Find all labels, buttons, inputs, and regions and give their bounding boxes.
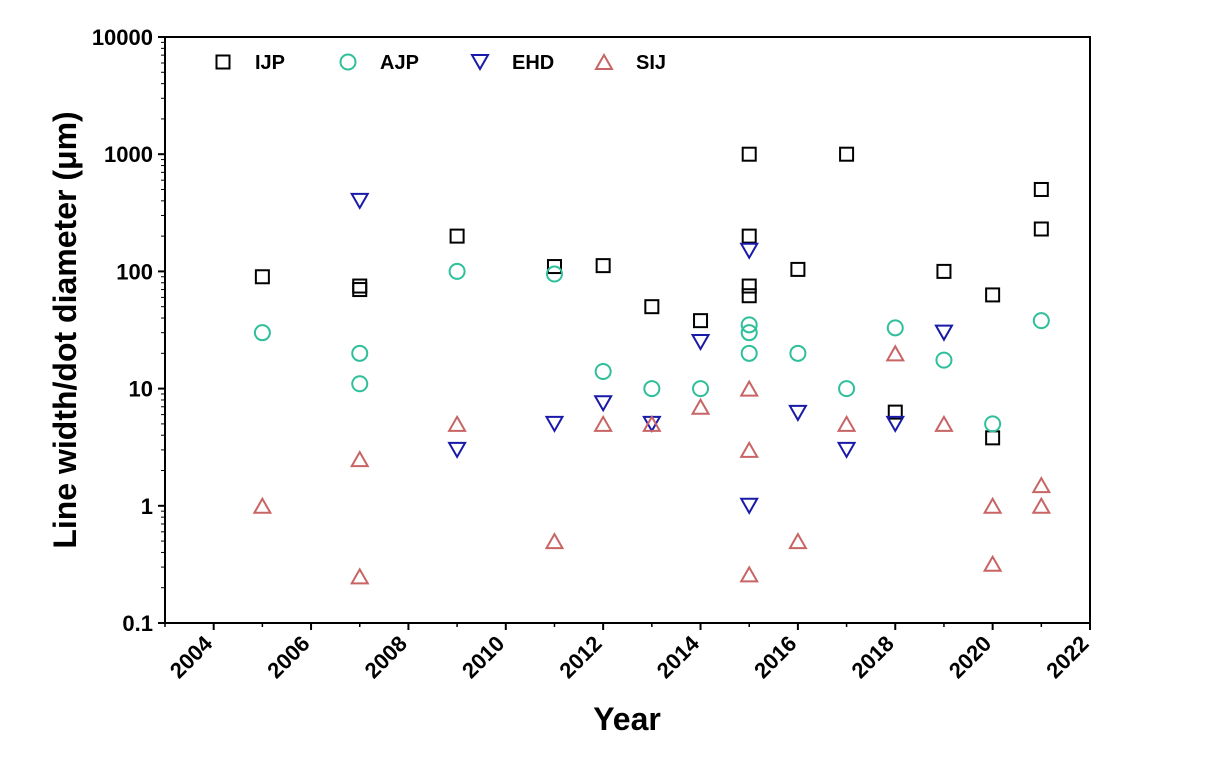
data-point-sij xyxy=(350,567,370,585)
data-point-ajp xyxy=(594,362,612,380)
data-point-ajp xyxy=(545,265,563,283)
data-point-sij xyxy=(788,532,808,550)
plot-frame xyxy=(164,36,1091,624)
data-point-ajp xyxy=(448,262,466,280)
data-point-ehd xyxy=(934,324,954,342)
series-ijp xyxy=(254,146,1049,446)
data-point-ehd xyxy=(788,404,808,422)
data-point-ehd xyxy=(739,497,759,515)
data-point-sij xyxy=(690,397,711,415)
data-point-ijp xyxy=(741,146,757,162)
data-point-ajp xyxy=(643,380,661,398)
data-point-ijp xyxy=(741,278,757,294)
data-point-ehd xyxy=(544,415,565,433)
data-point-ehd xyxy=(739,242,759,260)
data-point-sij xyxy=(1031,496,1052,514)
data-point-ajp xyxy=(351,375,369,393)
legend-label-ijp: IJP xyxy=(255,52,285,74)
data-point-sij xyxy=(593,414,613,432)
data-point-ijp xyxy=(1033,181,1049,197)
data-point-ajp xyxy=(740,316,758,334)
data-point-ijp xyxy=(352,282,368,298)
y-axis-title: Line width/dot diameter (μm) xyxy=(47,111,83,548)
data-point-ijp xyxy=(546,259,562,275)
y-axis: 0.1 1 10 100 1000 10000 xyxy=(92,25,165,636)
legend-label-ajp: AJP xyxy=(380,52,419,74)
data-point-ijp xyxy=(985,287,1001,303)
legend-label-ehd: EHD xyxy=(512,52,554,74)
data-point-sij xyxy=(934,414,954,432)
data-point-ajp xyxy=(838,380,856,398)
data-point-ajp xyxy=(351,344,369,362)
data-point-ehd xyxy=(690,333,711,351)
data-point-ajp xyxy=(692,380,710,398)
series-ajp xyxy=(253,262,1050,433)
data-point-ijp xyxy=(790,261,806,277)
data-point-sij xyxy=(544,532,565,550)
y-tick-label: 10 xyxy=(129,377,153,402)
data-point-sij xyxy=(885,344,905,362)
data-point-ajp xyxy=(886,319,904,337)
data-point-ehd xyxy=(447,441,467,459)
data-point-sij xyxy=(1031,476,1052,494)
data-point-sij xyxy=(447,414,467,432)
legend-label-sij: SIJ xyxy=(636,52,666,74)
data-point-ajp xyxy=(984,415,1002,433)
series-ehd xyxy=(350,192,954,515)
y-tick-label: 1000 xyxy=(104,142,153,167)
legend: IJP AJP EHD SIJ xyxy=(215,52,666,74)
data-point-sij xyxy=(739,565,759,583)
data-point-ajp xyxy=(253,324,271,342)
x-axis-title: Year xyxy=(593,701,661,737)
data-point-sij xyxy=(982,554,1003,572)
data-point-sij xyxy=(350,450,370,468)
plot-marks xyxy=(252,146,1052,585)
data-point-ijp xyxy=(1033,221,1049,237)
data-point-sij xyxy=(982,496,1003,514)
data-point-ijp xyxy=(595,258,611,274)
data-point-sij xyxy=(739,440,759,458)
data-point-ijp xyxy=(449,228,465,244)
data-point-ajp xyxy=(740,324,758,342)
y-tick-label: 10000 xyxy=(92,25,153,50)
y-tick-label: 100 xyxy=(116,259,153,284)
data-point-ijp xyxy=(741,228,757,244)
data-point-sij xyxy=(739,379,759,397)
data-point-ehd xyxy=(885,415,905,433)
data-point-ehd xyxy=(350,192,370,210)
legend-marker-sij xyxy=(594,52,614,70)
data-point-ijp xyxy=(936,263,952,279)
y-tick-label: 1 xyxy=(141,494,153,519)
data-point-ehd xyxy=(836,441,857,459)
data-point-ehd xyxy=(593,395,613,413)
data-point-ijp xyxy=(693,313,709,329)
legend-marker-ijp xyxy=(215,54,231,70)
data-point-ijp xyxy=(254,269,270,285)
series-sij xyxy=(252,344,1052,585)
legend-marker-ehd xyxy=(470,54,490,72)
data-point-sij xyxy=(642,414,662,432)
data-point-ajp xyxy=(935,351,953,369)
y-tick-label: 0.1 xyxy=(122,611,153,636)
data-point-ajp xyxy=(789,344,807,362)
data-point-sij xyxy=(252,496,273,514)
data-point-ijp xyxy=(741,288,757,304)
data-point-ijp xyxy=(887,404,903,420)
data-point-ajp xyxy=(1032,312,1050,330)
data-point-ijp xyxy=(644,299,660,315)
data-point-ijp xyxy=(839,146,855,162)
data-point-ajp xyxy=(740,344,758,362)
legend-marker-ajp xyxy=(339,53,357,71)
data-point-sij xyxy=(836,414,857,432)
